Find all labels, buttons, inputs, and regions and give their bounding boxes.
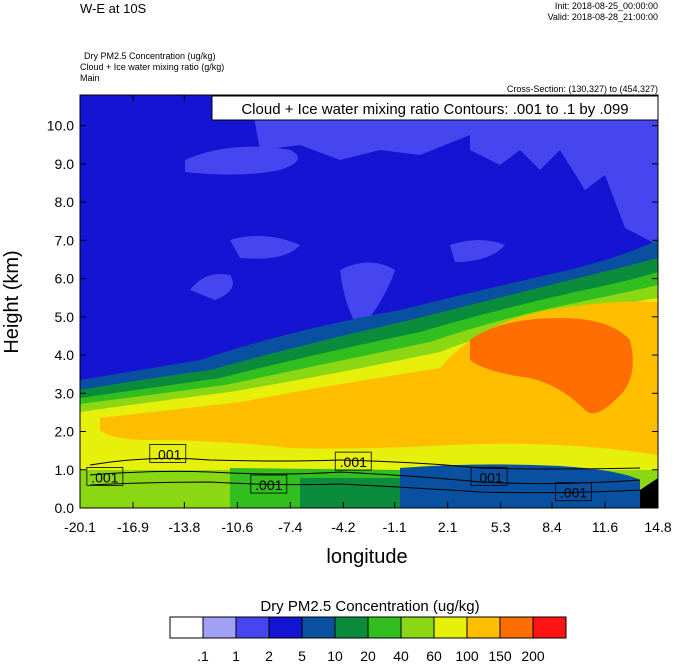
x-tick-label: 14.8 [644, 519, 671, 535]
colorbar-swatch [433, 616, 468, 639]
contour-value-box [149, 444, 187, 463]
x-tick-label: -10.6 [221, 519, 253, 535]
contour-value-label: .001 [154, 446, 181, 462]
contour-info-label: Cloud + Ice water mixing ratio Contours:… [241, 101, 628, 118]
init-time: Init: 2018-08-25_00:00:00 [554, 1, 658, 11]
colorbar-label: 20 [360, 648, 376, 664]
y-tick-label: 3.0 [55, 385, 75, 401]
colorbar-label: 60 [426, 648, 442, 664]
y-tick-label: 10.0 [47, 118, 74, 134]
y-tick-label: 5.0 [55, 309, 75, 325]
y-tick-label: 1.0 [55, 462, 75, 478]
y-tick-label: 0.0 [55, 500, 75, 516]
colorbar-label: 200 [521, 648, 545, 664]
contour-info-box [211, 95, 659, 121]
y-tick-label: 2.0 [55, 424, 75, 440]
contour-value-box [86, 467, 124, 486]
x-tick-label: 2.1 [438, 519, 458, 535]
colorbar-swatch [235, 616, 270, 639]
colorbar-label: .1 [197, 648, 209, 664]
x-tick-label: -16.9 [117, 519, 149, 535]
y-tick-label: 4.0 [55, 347, 75, 363]
contour-value-label: .001 [560, 485, 587, 501]
colorbar-swatch [400, 616, 435, 639]
valid-time: Valid: 2018-08-28_21:00:00 [547, 12, 658, 22]
x-tick-label: -13.8 [168, 519, 200, 535]
x-tick-label: -1.1 [383, 519, 407, 535]
plot-title: W-E at 10S [80, 1, 147, 16]
concentration-field [80, 95, 658, 508]
y-tick-label: 6.0 [55, 271, 75, 287]
colorbar-swatch [202, 616, 237, 639]
colorbar-label: 100 [455, 648, 479, 664]
y-tick-label: 7.0 [55, 232, 75, 248]
contour-value-label: .001 [475, 469, 502, 485]
contour-value-box [250, 474, 288, 494]
colorbar-label: 150 [488, 648, 512, 664]
colorbar-label: 5 [298, 648, 306, 664]
cross-section-label: Cross-Section: (130,327) to (454,327) [506, 84, 658, 94]
contour-value-label: .001 [91, 469, 118, 485]
colorbar-label: 10 [327, 648, 343, 664]
colorbar-swatch [268, 616, 303, 639]
contour-value-box [470, 467, 508, 486]
colorbar-swatch [466, 616, 501, 639]
x-tick-label: 11.6 [592, 519, 618, 535]
x-axis-label: longitude [326, 546, 407, 568]
colorbar-label: 40 [393, 648, 409, 664]
y-axis-label: Height (km) [1, 250, 23, 353]
x-tick-label: -4.2 [331, 519, 355, 535]
colorbar-swatch [532, 616, 567, 639]
y-tick-label: 9.0 [55, 156, 75, 172]
colorbar-swatch [499, 616, 534, 639]
colorbar-swatch [367, 616, 402, 639]
field-name-pm25: Dry PM2.5 Concentration (ug/kg) [84, 51, 216, 61]
field-name-main: Main [80, 73, 100, 83]
plot-frame [79, 94, 659, 509]
colorbar-title: Dry PM2.5 Concentration (ug/kg) [260, 598, 479, 615]
contour-value-box [334, 451, 372, 471]
contour-value-label: .001 [340, 454, 367, 470]
colorbar-label: 1 [232, 648, 240, 664]
colorbar-swatch [301, 616, 336, 639]
x-tick-label: 5.3 [491, 519, 511, 535]
colorbar-swatch [169, 616, 204, 639]
x-tick-label: -7.4 [278, 519, 302, 535]
x-tick-label: -20.1 [64, 519, 96, 535]
contour-value-label: .001 [255, 477, 282, 493]
colorbar-label: 2 [265, 648, 273, 664]
y-tick-label: 8.0 [55, 194, 75, 210]
x-tick-label: 8.4 [542, 519, 562, 535]
contour-value-box [555, 482, 592, 502]
field-name-cloud: Cloud + Ice water mixing ratio (g/kg) [80, 62, 225, 72]
colorbar-swatch [334, 616, 369, 639]
